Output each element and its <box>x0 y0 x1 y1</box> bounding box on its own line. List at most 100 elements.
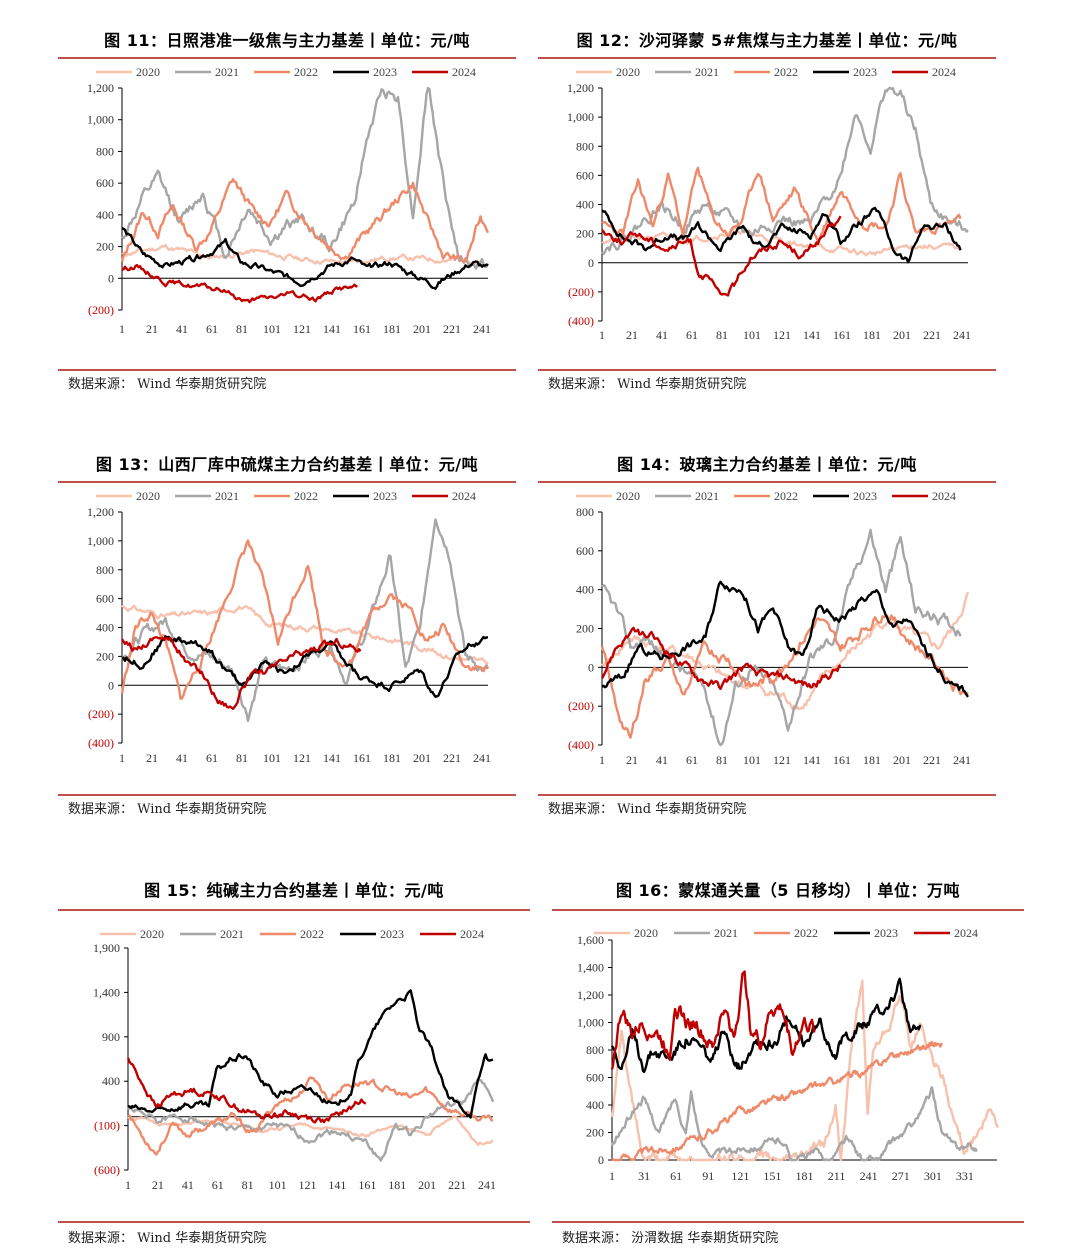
chart-plot: 2020 2021 2022 2023 2024 1,200 1,000 800 600 400 2… <box>87 65 491 336</box>
x-tick-label: 1 <box>609 1169 615 1183</box>
y-tick-label: 600 <box>586 1071 604 1085</box>
y-tick-label: 800 <box>576 505 594 519</box>
x-tick-label: 161 <box>833 328 851 342</box>
x-tick-label: 61 <box>670 1169 682 1183</box>
x-tick-label: 221 <box>443 751 461 765</box>
series-line-2024 <box>121 263 358 304</box>
series-line-2021 <box>601 528 962 747</box>
source-note: 数据来源： Wind 华泰期货研究院 <box>68 377 267 392</box>
y-tick-label: 1,200 <box>567 81 594 95</box>
legend-label-2024: 2024 <box>932 489 956 503</box>
series-line-2024 <box>121 636 362 710</box>
x-tick-label: 21 <box>146 751 158 765</box>
legend-label-2021: 2021 <box>714 926 738 940</box>
legend-label-2023: 2023 <box>373 65 397 79</box>
source-rule <box>58 794 516 796</box>
series-line-2020 <box>610 979 1000 1162</box>
y-tick-label: 800 <box>96 144 114 158</box>
y-tick-label: (400) <box>568 738 594 752</box>
chart-plot: 2020 2021 2022 2023 2024 1,900 1,400 900 400 (100… <box>93 927 496 1192</box>
y-tick-label: 1,600 <box>577 933 604 947</box>
x-tick-label: 101 <box>743 328 761 342</box>
series-line-2024 <box>126 1057 367 1124</box>
legend-label-2023: 2023 <box>373 489 397 503</box>
legend-label-2022: 2022 <box>774 489 798 503</box>
y-tick-label: (200) <box>568 699 594 713</box>
y-tick-label: 800 <box>96 563 114 577</box>
chart-plot: 2020 2021 2022 2023 2024 800 600 400 200 0 (200) (4… <box>568 489 971 767</box>
chart-title: 图 16：蒙煤通关量（5 日移均）丨单位：万吨 <box>615 881 961 900</box>
y-tick-label: 400 <box>576 583 594 597</box>
source-note: 数据来源： Wind 华泰期货研究院 <box>68 802 267 817</box>
title-rule <box>552 909 1024 911</box>
x-tick-label: 181 <box>388 1178 406 1192</box>
x-tick-label: 221 <box>443 322 461 336</box>
x-tick-label: 121 <box>731 1169 749 1183</box>
y-tick-label: 600 <box>96 592 114 606</box>
x-tick-label: 41 <box>656 328 668 342</box>
x-tick-label: 241 <box>478 1178 496 1192</box>
x-tick-label: 31 <box>638 1169 650 1183</box>
x-tick-label: 301 <box>924 1169 942 1183</box>
title-rule <box>58 481 516 483</box>
y-tick-label: 600 <box>576 168 594 182</box>
chart-panel-fig13: 图 13：山西厂库中硫煤主力合约基差丨单位：元/吨 2020 2021 2022 20… <box>58 444 516 824</box>
x-tick-label: 41 <box>182 1178 194 1192</box>
x-tick-label: 1 <box>119 322 125 336</box>
series-line-2022 <box>127 1076 494 1156</box>
y-tick-label: 1,200 <box>87 505 114 519</box>
series-line-2021 <box>610 1086 978 1162</box>
legend-label-2020: 2020 <box>136 489 160 503</box>
x-tick-label: 81 <box>242 1178 254 1192</box>
legend-label-2022: 2022 <box>774 65 798 79</box>
x-tick-label: 271 <box>892 1169 910 1183</box>
y-tick-label: 200 <box>576 227 594 241</box>
y-tick-label: 1,000 <box>87 534 114 548</box>
y-tick-label: 400 <box>586 1098 604 1112</box>
series-line-2023 <box>601 206 962 264</box>
x-tick-label: 1 <box>119 751 125 765</box>
y-tick-label: (200) <box>88 707 114 721</box>
series-line-2022 <box>601 166 962 243</box>
x-tick-label: 241 <box>860 1169 878 1183</box>
x-tick-label: 201 <box>893 328 911 342</box>
source-rule <box>538 369 996 371</box>
legend-label-2024: 2024 <box>932 65 956 79</box>
x-tick-label: 121 <box>293 322 311 336</box>
legend-label-2021: 2021 <box>215 65 239 79</box>
x-tick-label: 101 <box>269 1178 287 1192</box>
x-tick-label: 241 <box>473 322 491 336</box>
y-tick-label: 0 <box>108 271 114 285</box>
y-tick-label: 400 <box>102 1074 120 1088</box>
source-note: 数据来源： Wind 华泰期货研究院 <box>548 802 747 817</box>
series-line-2024 <box>610 970 816 1070</box>
y-tick-label: 200 <box>96 240 114 254</box>
source-note: 数据来源： 汾渭数据 华泰期货研究院 <box>562 1231 779 1246</box>
chart-plot: 2020 2021 2022 2023 2024 1,200 1,000 800 600 400 2… <box>567 65 971 342</box>
legend-label-2024: 2024 <box>460 927 484 941</box>
x-tick-label: 1 <box>125 1178 131 1192</box>
legend-label-2020: 2020 <box>616 65 640 79</box>
x-tick-label: 141 <box>323 322 341 336</box>
y-tick-label: (100) <box>94 1119 120 1133</box>
y-tick-label: 0 <box>108 678 114 692</box>
legend-label-2024: 2024 <box>452 489 476 503</box>
x-tick-label: 211 <box>828 1169 846 1183</box>
x-tick-label: 41 <box>656 753 668 767</box>
source-note: 数据来源： Wind 华泰期货研究院 <box>548 377 747 392</box>
x-tick-label: 81 <box>236 751 248 765</box>
series-line-2024 <box>600 626 842 691</box>
series-line-2022 <box>611 1040 943 1162</box>
y-tick-label: 1,400 <box>93 985 120 999</box>
chart-panel-fig15: 图 15：纯碱主力合约基差丨单位：元/吨 2020 2021 2022 2023 202… <box>58 870 530 1255</box>
series-line-2022 <box>120 178 490 264</box>
chart-plot: 2020 2021 2022 2023 2024 1,200 1,000 800 600 400 2… <box>87 489 491 765</box>
x-tick-label: 121 <box>299 1178 317 1192</box>
title-rule <box>538 57 996 59</box>
series-line-2020 <box>127 1115 494 1147</box>
x-tick-label: 201 <box>413 322 431 336</box>
y-tick-label: 0 <box>598 1153 604 1167</box>
y-tick-label: 0 <box>588 660 594 674</box>
y-tick-label: 400 <box>96 208 114 222</box>
y-tick-label: (400) <box>88 736 114 750</box>
